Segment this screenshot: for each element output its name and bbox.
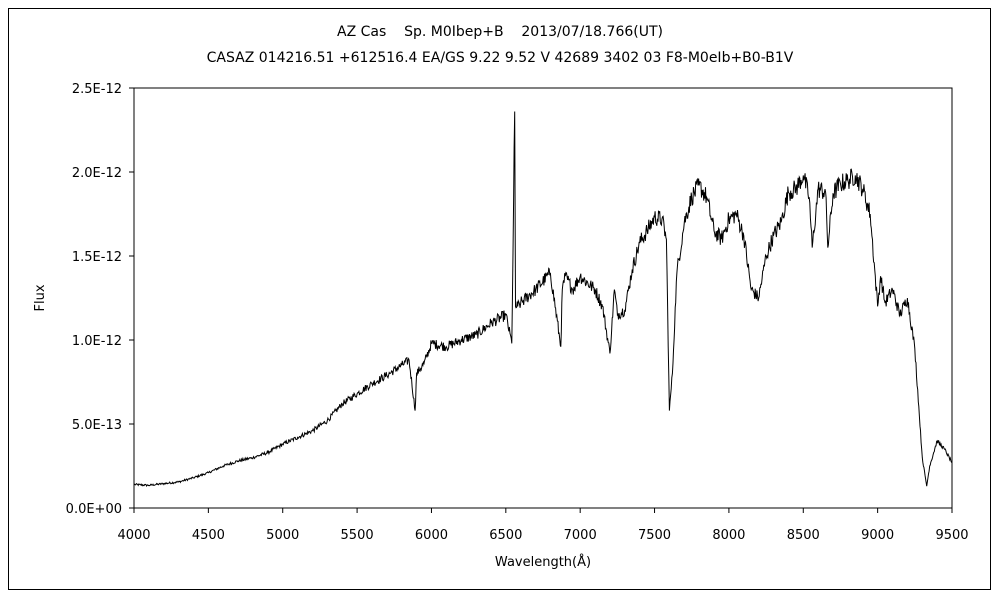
x-tick-label: 8500 (787, 528, 820, 543)
chart-frame (8, 8, 991, 590)
chart-subtitle: CASAZ 014216.51 +612516.4 EA/GS 9.22 9.5… (206, 50, 794, 66)
y-axis: 0.0E+00 5.0E-13 1.0E-12 1.5E-12 2.0E-12 2.5E-… (66, 82, 134, 517)
y-tick-label: 1.0E-12 (72, 334, 122, 349)
y-tick-label: 5.0E-13 (72, 418, 122, 433)
plot-area (133, 87, 953, 509)
x-axis-label: Wavelength(Å) (495, 554, 591, 570)
x-axis: 4000 4500 5000 5500 6000 6500 7000 7500 8000 8500… (117, 508, 969, 543)
x-tick-label: 9000 (861, 528, 894, 543)
x-tick-label: 9500 (935, 528, 968, 543)
x-tick-label: 4500 (192, 528, 225, 543)
x-tick-label: 8000 (712, 528, 745, 543)
x-tick-label: 5500 (341, 528, 374, 543)
spectrum-series-line (133, 111, 953, 487)
x-tick-label: 6500 (489, 528, 522, 543)
chart-title: AZ Cas Sp. M0Ibep+B 2013/07/18.766(UT) (337, 24, 663, 40)
y-tick-label: 1.5E-12 (72, 250, 122, 265)
y-tick-label: 2.5E-12 (72, 82, 122, 97)
x-tick-label: 6000 (415, 528, 448, 543)
x-tick-label: 7500 (638, 528, 671, 543)
y-tick-label: 2.0E-12 (72, 166, 122, 181)
y-tick-label: 0.0E+00 (66, 502, 122, 517)
x-tick-label: 4000 (117, 528, 150, 543)
y-axis-label: Flux (33, 284, 48, 311)
x-tick-label: 7000 (564, 528, 597, 543)
x-tick-label: 5000 (266, 528, 299, 543)
